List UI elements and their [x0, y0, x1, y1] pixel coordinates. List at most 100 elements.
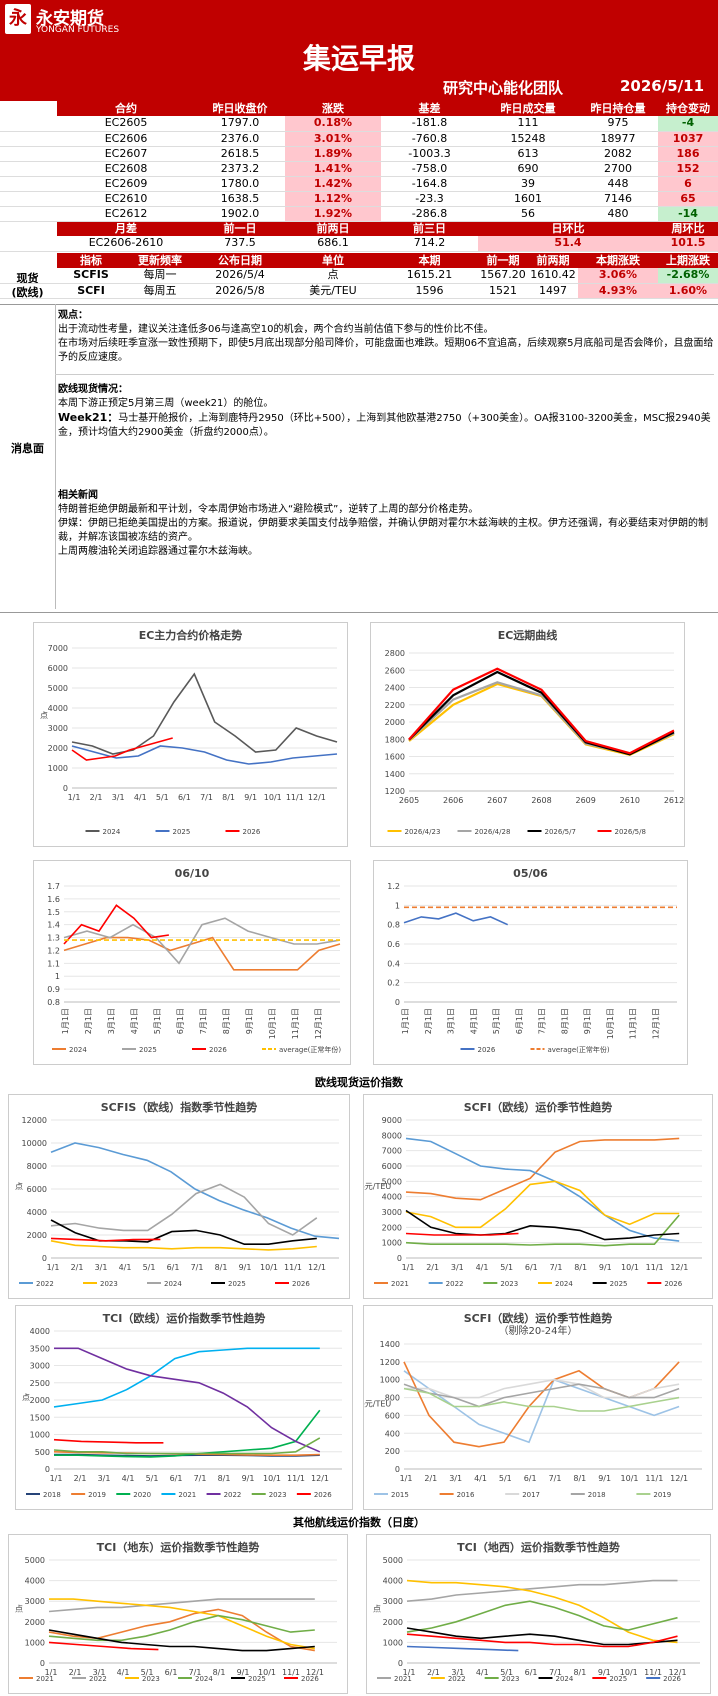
x-tick-label: 2月1日: [84, 1008, 93, 1034]
y-tick-label: 6000: [27, 1185, 47, 1194]
chart-title: EC主力合约价格走势: [139, 628, 243, 642]
series-line-2024: [405, 1180, 680, 1229]
y-tick-label: 1400: [380, 1340, 400, 1349]
x-tick-label: 6/1: [525, 1668, 538, 1677]
series-line-2021: [406, 1579, 678, 1602]
y-tick-label: 2500: [30, 1379, 50, 1388]
y-tick-label: 1.2: [47, 946, 60, 955]
spot-col-header: 公布日期: [195, 253, 285, 268]
legend-label: 2024: [555, 1280, 573, 1288]
legend-label: average(正常年份): [279, 1045, 341, 1054]
x-tick-label: 10/1: [621, 1474, 639, 1483]
y-tick-label: 4000: [27, 1208, 47, 1217]
row-pad: [0, 146, 57, 162]
legend-label: 2023: [100, 1280, 118, 1288]
futures-col-header: 昨日持仓量: [578, 101, 658, 116]
futures-cell: 448: [578, 176, 658, 192]
spot-table: 指标 更新频率 公布日期 单位 本期 前一期 前两期 本期涨跌 上期涨跌 SCF…: [0, 253, 718, 299]
spot-col-header: 本期: [381, 253, 478, 268]
series-line-2025: [405, 1209, 680, 1241]
x-tick-label: 8/1: [574, 1263, 587, 1272]
y-axis-label: 美元/TEU: [364, 1181, 391, 1191]
legend-label: 2026/4/28: [475, 828, 511, 836]
x-tick-label: 9/1: [598, 1668, 611, 1677]
x-tick-label: 5/1: [143, 1263, 156, 1272]
futures-cell: 1902.0: [195, 206, 285, 222]
x-tick-label: 8/1: [213, 1668, 226, 1677]
futures-cell: 186: [658, 146, 718, 162]
x-tick-label: 4/1: [119, 1263, 132, 1272]
x-tick-label: 7/1: [191, 1263, 204, 1272]
row-pad: [0, 268, 57, 284]
x-tick-label: 9/1: [244, 793, 257, 802]
x-tick-label: 2/1: [74, 1474, 87, 1483]
y-tick-label: 0: [45, 1465, 50, 1474]
x-tick-label: 8月1日: [560, 1008, 569, 1034]
legend-label: 2026: [301, 1675, 319, 1683]
y-tick-label: 0.8: [387, 921, 400, 930]
spread-col-header: 前三日: [381, 221, 478, 236]
y-tick-label: 7000: [382, 1147, 402, 1156]
x-tick-label: 8/1: [215, 1263, 228, 1272]
x-tick-label: 2月1日: [424, 1008, 433, 1034]
x-tick-label: 5/1: [141, 1668, 154, 1677]
futures-col-header: 昨日收盘价: [195, 101, 285, 116]
x-tick-label: 11/1: [286, 793, 304, 802]
futures-cell: -758.0: [381, 161, 478, 177]
y-tick-label: 6000: [48, 664, 68, 673]
x-tick-label: 11/1: [645, 1474, 663, 1483]
legend-label: 2018: [588, 1491, 606, 1499]
x-tick-label: 4月1日: [130, 1008, 139, 1034]
y-tick-label: 0: [395, 1465, 400, 1474]
legend-label: 2024: [103, 828, 121, 836]
y-axis-label: 点: [15, 1182, 23, 1191]
y-tick-label: 1.7: [47, 882, 60, 891]
spot-cell: 4.93%: [578, 283, 658, 299]
x-tick-label: 8/1: [573, 1668, 586, 1677]
y-tick-label: 1600: [385, 753, 405, 762]
report-title: 集运早报: [302, 42, 415, 75]
news-side-label: 消息面: [11, 442, 44, 455]
y-tick-label: 3000: [25, 1597, 45, 1606]
x-tick-label: 9/1: [598, 1474, 611, 1483]
legend-label: 2021: [36, 1675, 54, 1683]
series-line-2025: [63, 917, 341, 965]
x-tick-label: 3/1: [451, 1263, 464, 1272]
x-tick-label: 3/1: [112, 793, 125, 802]
chart-panel-scfis: SCFIS（欧线）指数季节性趋势 0 2000 4000 6000 8000 10000 12…: [8, 1094, 350, 1299]
chart-panel-0610: 06/10 0.8 0.9 1 1.1 1.2 1.3 1.4 1.5 1.6 1.7 1月1日 2月1…: [33, 860, 351, 1065]
series-line-2026: [63, 904, 170, 945]
chart-panel-scfi-ex: SCFI（欧线）运价季节性趋势 （剔除20-24年） 0 200 400 600 800 10…: [357, 1305, 713, 1510]
x-tick-label: 9月1日: [583, 1008, 592, 1034]
x-tick-label: 2/1: [426, 1263, 439, 1272]
y-tick-label: 5000: [383, 1556, 403, 1565]
y-tick-label: 1200: [380, 1358, 400, 1367]
futures-cell: 1638.5: [195, 191, 285, 207]
x-tick-label: 3/1: [93, 1668, 106, 1677]
series-line-2020: [54, 1409, 321, 1458]
futures-row: EC2612 1902.0 1.92% -286.8 56 480 -14: [0, 206, 718, 222]
futures-cell: 690: [478, 161, 578, 177]
x-tick-label: 10/1: [260, 1263, 278, 1272]
legend-label: 2025: [139, 1046, 157, 1054]
chart-title: TCI（地西）运价指数季节性趋势: [457, 1540, 620, 1554]
y-axis-label: 美元/TEU: [364, 1399, 391, 1409]
series-line-2022: [48, 1598, 315, 1613]
y-tick-label: 1400: [385, 770, 405, 779]
futures-col-header: 持仓变动: [658, 101, 718, 116]
x-tick-label: 10月1日: [606, 1008, 615, 1039]
y-tick-label: 500: [35, 1448, 50, 1457]
report-date: 2026/5/11: [620, 77, 705, 95]
news-section: [0, 304, 718, 609]
legend-label: 2025: [609, 1675, 627, 1683]
y-tick-label: 2000: [383, 1618, 403, 1627]
futures-col-header: 合约: [57, 101, 195, 116]
legend-label: 2025: [248, 1675, 266, 1683]
chart-title: SCFI（欧线）运价季节性趋势: [464, 1311, 613, 1325]
section-europe-spot: 欧线现货运价指数: [315, 1076, 403, 1089]
futures-cell: 3.01%: [285, 131, 381, 147]
y-tick-label: 3000: [48, 724, 68, 733]
x-tick-label: 11/1: [284, 1263, 302, 1272]
view-title: 观点：: [58, 310, 88, 321]
related-title: 相关新闻: [58, 490, 98, 501]
